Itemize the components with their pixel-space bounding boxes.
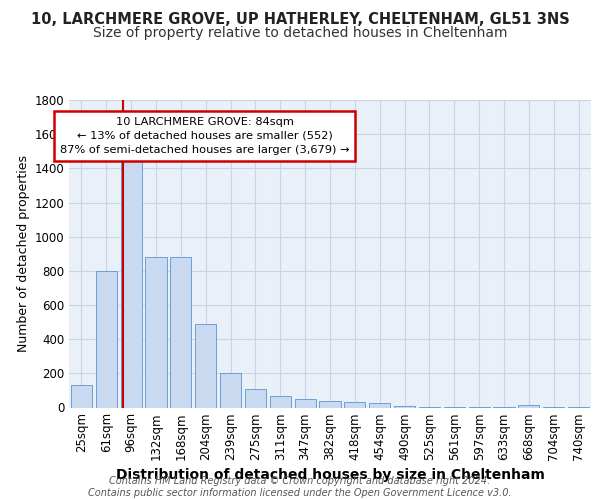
Bar bbox=[195, 324, 216, 407]
Bar bbox=[419, 406, 440, 408]
Bar bbox=[121, 153, 142, 407]
Bar bbox=[543, 407, 564, 408]
Bar bbox=[245, 388, 266, 407]
Bar bbox=[96, 271, 117, 407]
Bar bbox=[518, 405, 539, 407]
Text: 10 LARCHMERE GROVE: 84sqm
← 13% of detached houses are smaller (552)
87% of semi: 10 LARCHMERE GROVE: 84sqm ← 13% of detac… bbox=[60, 117, 349, 155]
Y-axis label: Number of detached properties: Number of detached properties bbox=[17, 155, 30, 352]
Bar bbox=[394, 406, 415, 407]
Bar bbox=[295, 399, 316, 407]
Bar bbox=[319, 400, 341, 407]
Bar bbox=[71, 386, 92, 407]
Text: Contains HM Land Registry data © Crown copyright and database right 2024.
Contai: Contains HM Land Registry data © Crown c… bbox=[88, 476, 512, 498]
Bar bbox=[170, 257, 191, 408]
Bar bbox=[568, 407, 589, 408]
Bar bbox=[469, 407, 490, 408]
Text: 10, LARCHMERE GROVE, UP HATHERLEY, CHELTENHAM, GL51 3NS: 10, LARCHMERE GROVE, UP HATHERLEY, CHELT… bbox=[31, 12, 569, 28]
Text: Size of property relative to detached houses in Cheltenham: Size of property relative to detached ho… bbox=[93, 26, 507, 40]
Bar bbox=[493, 407, 515, 408]
Bar bbox=[220, 374, 241, 408]
Bar bbox=[344, 402, 365, 407]
X-axis label: Distribution of detached houses by size in Cheltenham: Distribution of detached houses by size … bbox=[116, 468, 544, 482]
Bar bbox=[145, 257, 167, 408]
Bar bbox=[270, 396, 291, 407]
Bar bbox=[444, 406, 465, 408]
Bar bbox=[369, 403, 390, 407]
